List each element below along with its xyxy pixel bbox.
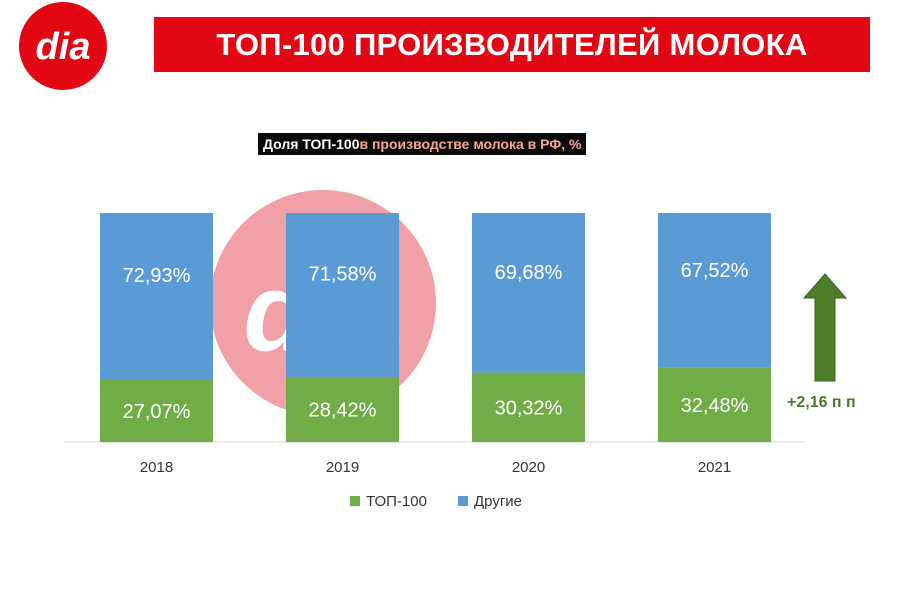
- data-label-top100-2019: 28,42%: [309, 399, 377, 421]
- logo-text: dia: [36, 26, 91, 68]
- data-label-top100-2021: 32,48%: [681, 395, 749, 417]
- title-banner: ТОП-100 ПРОИЗВОДИТЕЛЕЙ МОЛОКА: [154, 17, 870, 72]
- bar-top100-2018: [100, 380, 213, 442]
- legend-label-top100: ТОП-100: [366, 493, 427, 510]
- x-tick-label-2020: 2020: [512, 459, 545, 476]
- bar-others-2018: [100, 213, 213, 381]
- x-tick-label-2021: 2021: [698, 459, 731, 476]
- bar-top100-2019: [286, 376, 399, 442]
- chart-title-part2: в производстве молока в РФ, %: [359, 136, 582, 152]
- bar-top100-2020: [472, 372, 585, 442]
- x-tick-label-2018: 2018: [140, 459, 173, 476]
- data-label-others-2021: 67,52%: [681, 260, 749, 282]
- data-label-top100-2020: 30,32%: [495, 397, 563, 419]
- chart-title-part1: Доля ТОП-100: [263, 136, 360, 152]
- bar-top100-2021: [658, 367, 771, 442]
- chart-title: Доля ТОП-100 в производстве молока в РФ,…: [258, 133, 587, 155]
- legend: ТОП-100 Другие: [350, 493, 522, 510]
- page-title: ТОП-100 ПРОИЗВОДИТЕЛЕЙ МОЛОКА: [216, 26, 808, 62]
- legend-swatch-top100: [350, 496, 360, 506]
- legend-label-others: Другие: [474, 493, 522, 510]
- up-arrow-icon: [802, 273, 848, 382]
- data-label-others-2018: 72,93%: [123, 265, 191, 287]
- data-label-top100-2018: 27,07%: [123, 401, 191, 423]
- data-label-others-2019: 71,58%: [309, 264, 377, 286]
- legend-swatch-others: [458, 496, 468, 506]
- data-label-others-2020: 69,68%: [495, 262, 563, 284]
- delta-annotation: +2,16 п п: [787, 394, 856, 411]
- x-tick-label-2019: 2019: [326, 459, 359, 476]
- dia-logo: dia: [19, 2, 107, 90]
- bar-others-2020: [472, 213, 585, 373]
- bar-others-2019: [286, 213, 399, 377]
- bar-others-2021: [658, 213, 771, 368]
